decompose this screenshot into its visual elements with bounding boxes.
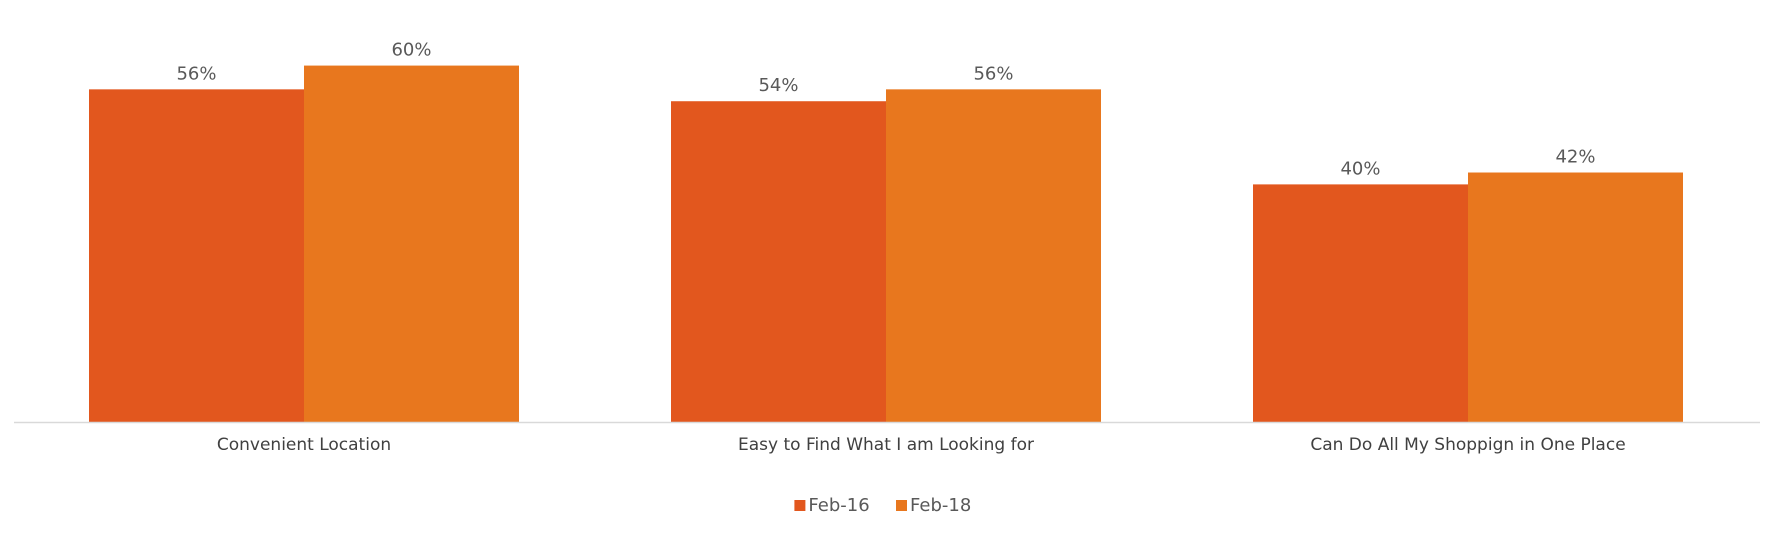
bar-feb-18-3 [1468, 172, 1683, 422]
legend-label-feb-18: Feb-18 [910, 495, 971, 516]
data-label-feb-16-3: 40% [1340, 158, 1380, 179]
bar-feb-16-1 [89, 89, 304, 422]
legend-swatch-feb-16 [794, 500, 806, 511]
data-labels-layer: 56% 60% 54% 56% 40% 42% [176, 40, 1595, 180]
bar-feb-16-2 [671, 101, 886, 422]
category-label-3: Can Do All My Shoppign in One Place [1310, 435, 1625, 455]
category-label-2: Easy to Find What I am Looking for [738, 435, 1034, 455]
bar-feb-18-1 [304, 65, 519, 422]
bar-feb-16-3 [1253, 184, 1468, 422]
legend-swatch-feb-18 [896, 500, 907, 511]
data-label-feb-18-2: 56% [973, 63, 1013, 84]
category-labels-layer: Convenient Location Easy to Find What I a… [217, 435, 1626, 455]
data-label-feb-18-3: 42% [1555, 147, 1595, 168]
data-label-feb-16-1: 56% [176, 63, 216, 84]
legend-label-feb-16: Feb-16 [808, 495, 869, 516]
data-label-feb-18-1: 60% [391, 40, 431, 61]
legend: Feb-16 Feb-18 [794, 495, 971, 516]
bar-feb-18-2 [886, 89, 1101, 422]
bars-layer [89, 65, 1683, 422]
category-label-1: Convenient Location [217, 435, 391, 455]
data-label-feb-16-2: 54% [758, 75, 798, 96]
